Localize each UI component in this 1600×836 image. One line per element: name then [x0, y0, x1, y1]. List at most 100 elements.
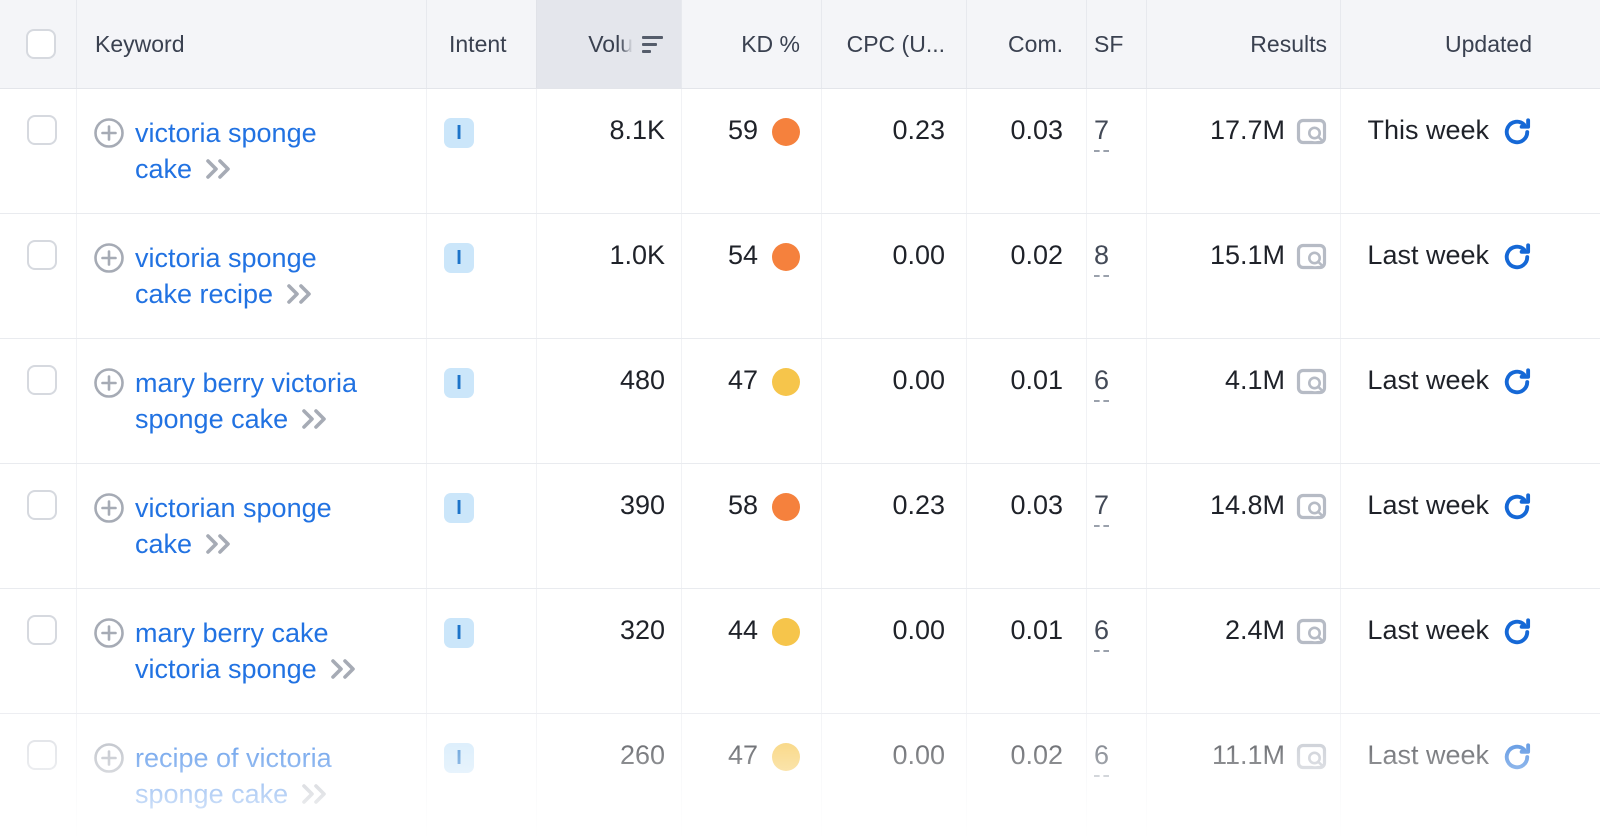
- cpc-cell: 0.00: [821, 339, 966, 463]
- keyword-link[interactable]: mary berry victoria sponge cake: [135, 365, 357, 439]
- view-serp-icon[interactable]: [1296, 743, 1327, 778]
- updated-cell: Last week: [1340, 339, 1600, 463]
- refresh-metrics-icon[interactable]: [1502, 242, 1532, 279]
- view-serp-icon[interactable]: [1296, 618, 1327, 653]
- volume-cell: 8.1K: [536, 89, 681, 213]
- view-serp-icon[interactable]: [1296, 368, 1327, 403]
- intent-badge-informational[interactable]: I: [444, 493, 474, 523]
- add-to-list-icon[interactable]: [93, 742, 125, 781]
- serp-features-count[interactable]: 6: [1094, 615, 1110, 652]
- add-to-list-icon[interactable]: [93, 367, 125, 406]
- sort-descending-icon: [642, 35, 663, 53]
- updated-value: Last week: [1367, 615, 1489, 645]
- row-checkbox[interactable]: [27, 740, 57, 770]
- keyword-link[interactable]: victorian sponge cake: [135, 490, 332, 564]
- serp-features-count[interactable]: 7: [1094, 115, 1110, 152]
- row-checkbox-cell: [0, 714, 76, 836]
- updated-cell: This week: [1340, 89, 1600, 213]
- table-row: mary berry cake victoria sponge I 320 44…: [0, 589, 1600, 714]
- keyword-line-1: victorian sponge: [135, 493, 332, 523]
- keyword-line-2: cake: [135, 529, 193, 559]
- cpc-value: 0.23: [892, 115, 945, 145]
- table-header-row: Keyword Intent Volu KD % CPC (U... Com. …: [0, 0, 1600, 89]
- cpc-value: 0.00: [892, 240, 945, 270]
- row-checkbox[interactable]: [27, 490, 57, 520]
- refresh-metrics-icon[interactable]: [1502, 492, 1532, 529]
- row-checkbox-cell: [0, 589, 76, 713]
- refresh-metrics-icon[interactable]: [1502, 367, 1532, 404]
- intent-badge-informational[interactable]: I: [444, 743, 474, 773]
- refresh-metrics-icon[interactable]: [1502, 742, 1532, 779]
- add-to-list-icon[interactable]: [93, 492, 125, 531]
- volume-cell: 320: [536, 589, 681, 713]
- view-serp-icon[interactable]: [1296, 118, 1327, 153]
- serp-features-count[interactable]: 8: [1094, 240, 1110, 277]
- header-results[interactable]: Results: [1146, 0, 1340, 88]
- table-row: victoria sponge cake recipe I 1.0K 54 0.…: [0, 214, 1600, 339]
- cpc-value: 0.00: [892, 615, 945, 645]
- results-cell: 14.8M: [1146, 464, 1340, 588]
- serp-features-count[interactable]: 6: [1094, 740, 1110, 777]
- header-intent-label: Intent: [449, 30, 507, 57]
- intent-cell: I: [426, 589, 536, 713]
- kd-cell: 54: [681, 214, 821, 338]
- view-serp-icon[interactable]: [1296, 493, 1327, 528]
- header-cpc[interactable]: CPC (U...: [821, 0, 966, 88]
- intent-badge-informational[interactable]: I: [444, 368, 474, 398]
- com-value: 0.03: [1010, 115, 1063, 145]
- header-intent[interactable]: Intent: [426, 0, 536, 88]
- header-sf[interactable]: SF: [1086, 0, 1146, 88]
- updated-cell: Last week: [1340, 214, 1600, 338]
- refresh-metrics-icon[interactable]: [1502, 117, 1532, 154]
- row-checkbox-cell: [0, 214, 76, 338]
- serp-features-count[interactable]: 7: [1094, 490, 1110, 527]
- header-com[interactable]: Com.: [966, 0, 1086, 88]
- keyword-line-1: victoria sponge: [135, 118, 317, 148]
- keyword-link[interactable]: recipe of victoria sponge cake: [135, 740, 332, 814]
- volume-value: 1.0K: [609, 240, 665, 270]
- expand-chevrons-icon[interactable]: [204, 531, 235, 561]
- cpc-cell: 0.00: [821, 214, 966, 338]
- serp-features-count[interactable]: 6: [1094, 365, 1110, 402]
- add-to-list-icon[interactable]: [93, 242, 125, 281]
- select-all-checkbox[interactable]: [26, 29, 56, 59]
- view-serp-icon[interactable]: [1296, 243, 1327, 278]
- keyword-link[interactable]: mary berry cake victoria sponge: [135, 615, 360, 689]
- expand-chevrons-icon[interactable]: [285, 281, 316, 311]
- row-checkbox[interactable]: [27, 615, 57, 645]
- intent-badge-informational[interactable]: I: [444, 618, 474, 648]
- keyword-cell: mary berry victoria sponge cake: [76, 339, 426, 463]
- cpc-cell: 0.00: [821, 714, 966, 836]
- results-value: 11.1M: [1211, 740, 1285, 770]
- results-cell: 17.7M: [1146, 89, 1340, 213]
- keyword-link[interactable]: victoria sponge cake recipe: [135, 240, 317, 314]
- volume-cell: 390: [536, 464, 681, 588]
- expand-chevrons-icon[interactable]: [329, 656, 360, 686]
- expand-chevrons-icon[interactable]: [300, 781, 331, 811]
- row-checkbox[interactable]: [27, 365, 57, 395]
- kd-value: 47: [727, 740, 758, 770]
- row-checkbox[interactable]: [27, 115, 57, 145]
- expand-chevrons-icon[interactable]: [300, 406, 331, 436]
- header-volume-sorted[interactable]: Volu: [536, 0, 681, 88]
- refresh-metrics-icon[interactable]: [1502, 617, 1532, 654]
- row-checkbox[interactable]: [27, 240, 57, 270]
- keyword-link[interactable]: victoria sponge cake: [135, 115, 317, 189]
- com-cell: 0.02: [966, 714, 1086, 836]
- intent-badge-informational[interactable]: I: [444, 243, 474, 273]
- header-kd-label: KD %: [741, 30, 800, 57]
- kd-value: 54: [727, 240, 758, 270]
- expand-chevrons-icon[interactable]: [204, 156, 235, 186]
- intent-badge-informational[interactable]: I: [444, 118, 474, 148]
- header-kd[interactable]: KD %: [681, 0, 821, 88]
- header-updated-label: Updated: [1445, 30, 1532, 57]
- kd-difficulty-dot: [772, 493, 800, 521]
- header-keyword[interactable]: Keyword: [76, 0, 426, 88]
- results-value: 4.1M: [1224, 365, 1285, 395]
- add-to-list-icon[interactable]: [93, 617, 125, 656]
- add-to-list-icon[interactable]: [93, 117, 125, 156]
- row-checkbox-cell: [0, 89, 76, 213]
- kd-difficulty-dot: [772, 618, 800, 646]
- keyword-line-2: sponge cake: [135, 404, 289, 434]
- header-updated[interactable]: Updated: [1340, 0, 1600, 88]
